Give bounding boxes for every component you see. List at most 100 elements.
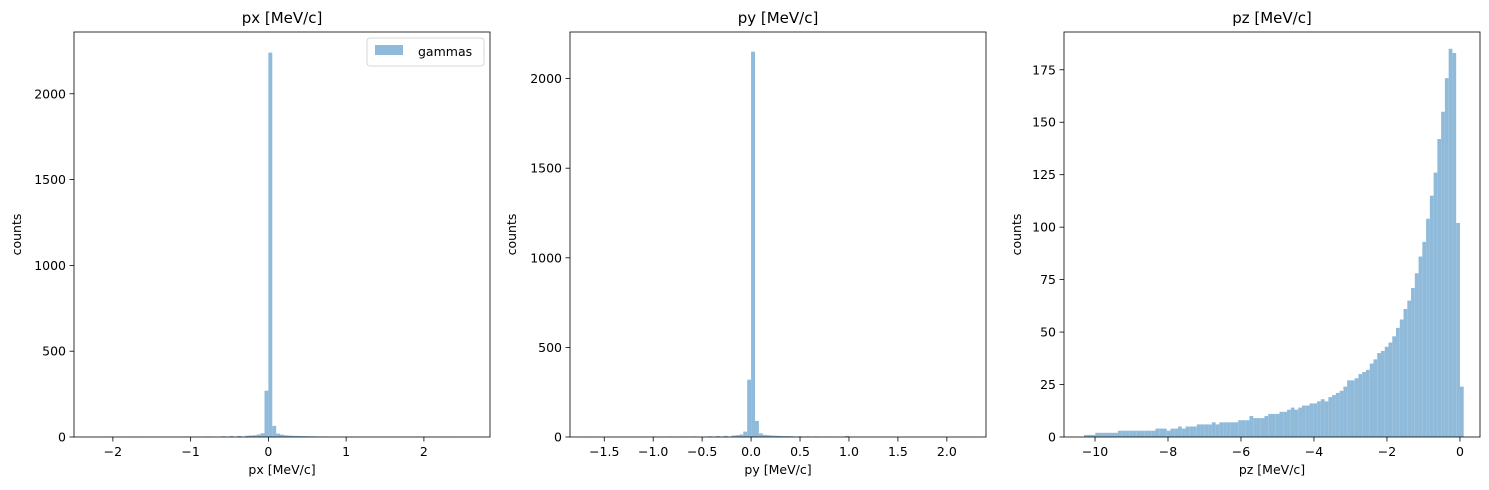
panel-pz: pz [MeV/c] −10 −8 −6 −4 −2 0 0 25 50 75 100 125 150…	[1009, 9, 1481, 477]
histogram-bar	[1272, 413, 1276, 437]
histogram-bar	[1328, 397, 1333, 437]
histogram-bar	[256, 434, 261, 437]
histogram-bar	[1151, 430, 1156, 437]
histogram-bar	[1264, 416, 1269, 437]
histogram-bar	[1377, 353, 1381, 437]
histogram-bar	[295, 435, 300, 437]
bars	[586, 51, 971, 437]
y-tick-label: 75	[1040, 272, 1056, 287]
panel-py: py [MeV/c] −1.5 −1.0 −0.5 0.0 0.5 1.0 1.5 2.0 0…	[504, 9, 987, 477]
x-tick-label: 0	[1456, 444, 1464, 459]
y-tick-label: 50	[1040, 325, 1056, 340]
x-axis-ticks: −2 −1 0 1 2	[104, 437, 428, 459]
histogram-bar	[1144, 430, 1148, 437]
y-tick-label: 1000	[34, 258, 66, 273]
histogram-bar	[1219, 422, 1224, 437]
histogram-bar	[1260, 418, 1265, 437]
histogram-bar	[1309, 403, 1314, 437]
histogram-bar	[1110, 432, 1115, 437]
histogram-bar	[751, 51, 755, 437]
histogram-bar	[1238, 420, 1242, 437]
histogram-bar	[1388, 342, 1393, 437]
histogram-bar	[1091, 434, 1096, 437]
x-tick-label: 1.5	[888, 444, 908, 459]
histogram-bar	[1166, 430, 1171, 437]
histogram-bar	[245, 435, 249, 437]
y-tick-label: 175	[1032, 62, 1056, 77]
histogram-bar	[1121, 430, 1126, 437]
histogram-bar	[1411, 288, 1415, 437]
histogram-bar	[1256, 418, 1261, 437]
histogram-bar	[845, 435, 849, 437]
histogram-bar	[1365, 369, 1370, 437]
histogram-bar	[1332, 395, 1336, 437]
histogram-bar	[291, 435, 296, 437]
y-tick-label: 1000	[530, 250, 562, 265]
x-axis-label: px [MeV/c]	[248, 462, 315, 477]
histogram-bar	[1290, 407, 1295, 437]
histogram-bar	[303, 436, 308, 437]
chart-title: pz [MeV/c]	[1232, 9, 1312, 27]
x-axis-ticks: −1.5 −1.0 −0.5 0.0 0.5 1.0 1.5 2.0	[589, 437, 957, 459]
x-tick-label: −4	[1305, 444, 1323, 459]
histogram-bar	[1099, 432, 1103, 437]
y-axis-label: counts	[504, 214, 519, 256]
y-tick-label: 25	[1040, 377, 1056, 392]
x-tick-label: −6	[1232, 444, 1250, 459]
histogram-bar	[1114, 432, 1118, 437]
histogram-bar	[1422, 241, 1427, 437]
y-axis-label: counts	[1009, 214, 1024, 256]
histogram-bar	[268, 52, 273, 437]
histogram-bar	[299, 436, 304, 437]
histogram-bar	[229, 436, 234, 437]
histogram-bar	[1208, 424, 1212, 437]
histogram-bar	[743, 431, 748, 437]
histogram-bar	[1369, 363, 1374, 437]
legend: gammas	[366, 37, 485, 67]
histogram-bar	[1253, 418, 1257, 437]
x-tick-label: 0.5	[790, 444, 810, 459]
panel-px: px [MeV/c] −2 −1 0 1 2 0 500 1000 1500 2000 px […	[9, 9, 491, 477]
x-axis-ticks: −10 −8 −6 −4 −2 0	[1082, 437, 1464, 459]
histogram-bar	[1452, 52, 1457, 437]
histogram-bar	[1339, 390, 1344, 437]
histogram-bar	[1136, 430, 1141, 437]
histogram-bar	[1362, 371, 1366, 437]
histogram-bar	[1185, 426, 1190, 437]
x-tick-label: 1	[342, 444, 350, 459]
y-tick-label: 2000	[34, 86, 66, 101]
x-axis-label: pz [MeV/c]	[1239, 462, 1305, 477]
histogram-bar	[1283, 411, 1288, 437]
histogram-bar	[1302, 405, 1306, 437]
histogram-bar	[1147, 430, 1152, 437]
histogram-bar	[762, 434, 767, 437]
histogram-bar	[1456, 222, 1460, 437]
histogram-bar	[1358, 374, 1363, 437]
histogram-bar	[1230, 422, 1235, 437]
x-tick-label: 0	[264, 444, 272, 459]
x-tick-label: −1	[181, 444, 199, 459]
y-tick-label: 500	[42, 344, 66, 359]
histogram-bar	[1320, 399, 1325, 437]
histogram-bar	[766, 435, 771, 437]
histogram-bar	[735, 435, 740, 437]
histogram-bar	[248, 435, 253, 437]
histogram-bar	[1193, 426, 1197, 437]
histogram-bar	[283, 435, 288, 437]
x-tick-label: −10	[1082, 444, 1108, 459]
histogram-bar	[1106, 432, 1111, 437]
histogram-bar	[1433, 172, 1438, 437]
x-tick-label: −2	[104, 444, 122, 459]
histogram-bar	[1414, 273, 1419, 437]
histogram-bar	[1444, 78, 1449, 437]
histogram-bar	[778, 435, 783, 437]
y-axis-ticks: 0 500 1000 1500 2000	[530, 71, 570, 445]
histogram-bar	[237, 435, 242, 437]
x-tick-label: −1.5	[589, 444, 619, 459]
histogram-bar	[1343, 386, 1348, 437]
histogram-bar	[1189, 426, 1194, 437]
x-tick-label: −8	[1159, 444, 1177, 459]
bars	[1084, 48, 1464, 437]
histogram-bar	[1399, 319, 1404, 437]
histogram-bar	[1298, 407, 1303, 437]
